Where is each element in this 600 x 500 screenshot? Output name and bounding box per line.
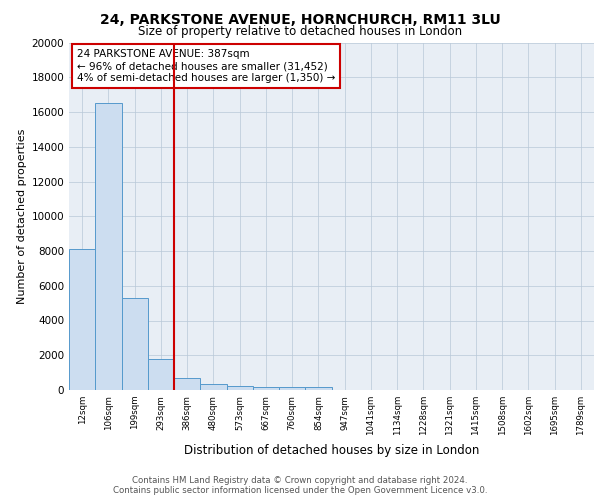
Bar bbox=[200, 384, 227, 390]
Bar bbox=[279, 387, 305, 390]
Y-axis label: Number of detached properties: Number of detached properties bbox=[17, 128, 27, 304]
Bar bbox=[305, 388, 331, 390]
Text: 24 PARKSTONE AVENUE: 387sqm
← 96% of detached houses are smaller (31,452)
4% of : 24 PARKSTONE AVENUE: 387sqm ← 96% of det… bbox=[77, 50, 335, 82]
Bar bbox=[148, 358, 174, 390]
Bar bbox=[95, 104, 121, 390]
Text: 24, PARKSTONE AVENUE, HORNCHURCH, RM11 3LU: 24, PARKSTONE AVENUE, HORNCHURCH, RM11 3… bbox=[100, 12, 500, 26]
Bar bbox=[253, 386, 279, 390]
Bar bbox=[69, 250, 95, 390]
Bar bbox=[227, 386, 253, 390]
Text: Contains HM Land Registry data © Crown copyright and database right 2024.
Contai: Contains HM Land Registry data © Crown c… bbox=[113, 476, 487, 495]
Bar bbox=[121, 298, 148, 390]
Bar bbox=[174, 378, 200, 390]
X-axis label: Distribution of detached houses by size in London: Distribution of detached houses by size … bbox=[184, 444, 479, 456]
Text: Size of property relative to detached houses in London: Size of property relative to detached ho… bbox=[138, 25, 462, 38]
